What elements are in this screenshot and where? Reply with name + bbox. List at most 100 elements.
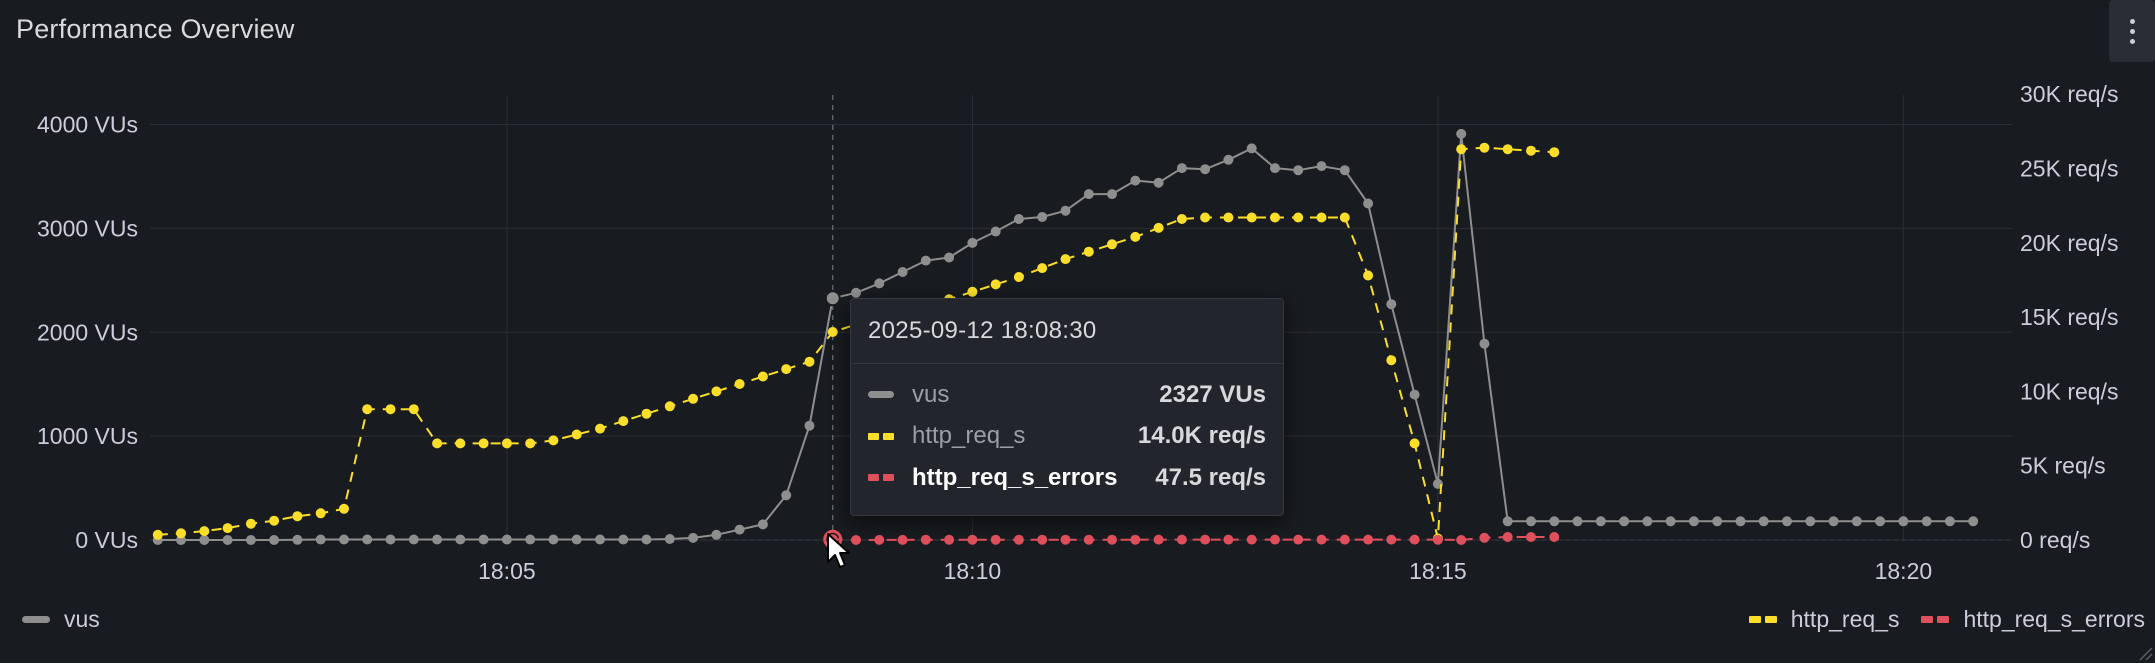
series-http-req-s-errors bbox=[827, 532, 1560, 545]
data-point bbox=[1782, 516, 1792, 527]
panel-title[interactable]: Performance Overview bbox=[16, 14, 295, 44]
data-point bbox=[315, 508, 326, 519]
data-point bbox=[1688, 516, 1699, 527]
data-point bbox=[1479, 532, 1490, 543]
legend-item-vus[interactable]: vus bbox=[22, 606, 100, 633]
data-point bbox=[851, 287, 861, 298]
data-point bbox=[1270, 163, 1280, 174]
data-point bbox=[1246, 534, 1257, 545]
data-point bbox=[339, 503, 349, 514]
data-point bbox=[408, 534, 419, 545]
data-point bbox=[688, 532, 699, 543]
data-point bbox=[455, 438, 466, 449]
data-point bbox=[1363, 534, 1374, 545]
vus-legend-icon bbox=[22, 616, 50, 623]
data-point bbox=[1502, 144, 1513, 155]
data-point bbox=[478, 534, 489, 545]
http-req-s-errors-legend-icon bbox=[1921, 616, 1950, 623]
tooltip-row-http-req-s-errors: http_req_s_errors 47.5 req/s bbox=[851, 457, 1283, 499]
data-point bbox=[804, 356, 815, 367]
data-point bbox=[1456, 535, 1467, 545]
data-point bbox=[1037, 534, 1048, 545]
data-point bbox=[1293, 165, 1304, 176]
data-point bbox=[1223, 534, 1234, 545]
http-req-s-swatch-icon bbox=[868, 432, 894, 440]
resize-handle-icon[interactable] bbox=[2137, 645, 2153, 661]
panel-menu-button[interactable] bbox=[2109, 0, 2155, 62]
data-point bbox=[222, 523, 233, 534]
legend-label: vus bbox=[64, 606, 100, 632]
x-tick-label: 18:15 bbox=[1409, 558, 1467, 584]
y-right-tick-label: 5K req/s bbox=[2020, 453, 2106, 479]
data-point bbox=[1153, 222, 1164, 233]
data-point bbox=[1549, 532, 1560, 542]
data-point bbox=[1083, 534, 1094, 545]
data-point bbox=[385, 534, 396, 545]
data-point bbox=[245, 535, 256, 545]
data-point bbox=[595, 534, 605, 545]
data-point bbox=[571, 429, 582, 440]
menu-dot-icon bbox=[2129, 18, 2135, 24]
legend-item-http-req-s-errors[interactable]: http_req_s_errors bbox=[1921, 606, 2145, 633]
data-point bbox=[432, 438, 443, 449]
y-right-tick-label: 30K req/s bbox=[2020, 81, 2118, 107]
data-point bbox=[967, 534, 978, 545]
data-point bbox=[1526, 145, 1536, 156]
tooltip-series-value: 47.5 req/s bbox=[1155, 463, 1266, 491]
data-point bbox=[269, 515, 280, 526]
y-right-tick-label: 20K req/s bbox=[2020, 230, 2118, 256]
data-point bbox=[222, 535, 233, 545]
tooltip-row-http-req-s: http_req_s 14.0K req/s bbox=[851, 416, 1283, 458]
data-point bbox=[897, 534, 908, 545]
data-point bbox=[525, 534, 536, 545]
tooltip-series-value: 2327 VUs bbox=[1159, 380, 1266, 408]
data-point bbox=[1316, 534, 1327, 545]
data-point bbox=[1502, 516, 1513, 527]
data-point bbox=[920, 534, 931, 545]
data-point bbox=[1526, 516, 1536, 527]
data-point bbox=[1805, 516, 1816, 527]
y-right-tick-label: 15K req/s bbox=[2020, 304, 2118, 330]
legend-item-http-req-s[interactable]: http_req_s bbox=[1748, 606, 1899, 633]
data-point bbox=[781, 364, 792, 375]
data-point bbox=[1339, 212, 1350, 223]
data-point bbox=[1409, 534, 1420, 545]
data-point bbox=[734, 524, 745, 535]
data-point bbox=[618, 416, 629, 427]
data-point bbox=[920, 255, 931, 266]
data-point bbox=[1363, 198, 1374, 209]
data-point bbox=[874, 278, 885, 289]
data-point bbox=[1153, 534, 1164, 545]
http-req-s-errors-swatch-icon bbox=[868, 474, 894, 482]
data-point bbox=[1293, 212, 1304, 223]
series-line bbox=[832, 536, 1555, 541]
data-point bbox=[1130, 175, 1141, 186]
data-point bbox=[967, 237, 978, 248]
y-left-tick-label: 0 VUs bbox=[75, 527, 138, 553]
data-point bbox=[1339, 534, 1350, 545]
data-point bbox=[757, 519, 768, 530]
data-point bbox=[1875, 516, 1886, 527]
data-point bbox=[1060, 254, 1071, 265]
hover-tooltip: 2025-09-12 18:08:30 vus 2327 VUs http_re… bbox=[850, 298, 1284, 516]
data-point bbox=[1130, 231, 1141, 242]
data-point bbox=[199, 526, 210, 537]
data-point bbox=[455, 534, 466, 545]
data-point bbox=[1386, 299, 1397, 310]
http-req-s-legend-icon bbox=[1748, 616, 1777, 623]
data-point bbox=[1176, 214, 1187, 224]
data-point bbox=[339, 534, 349, 545]
data-point bbox=[1456, 144, 1467, 155]
data-point bbox=[944, 534, 955, 545]
data-point bbox=[1386, 534, 1397, 545]
data-point bbox=[1572, 516, 1583, 527]
data-point bbox=[1642, 516, 1653, 527]
data-point bbox=[1013, 534, 1024, 545]
data-point bbox=[1176, 534, 1187, 545]
data-point bbox=[1526, 532, 1536, 542]
mouse-cursor-icon bbox=[827, 533, 850, 568]
data-point bbox=[595, 423, 605, 434]
data-point bbox=[851, 535, 861, 545]
data-point bbox=[1013, 272, 1024, 282]
